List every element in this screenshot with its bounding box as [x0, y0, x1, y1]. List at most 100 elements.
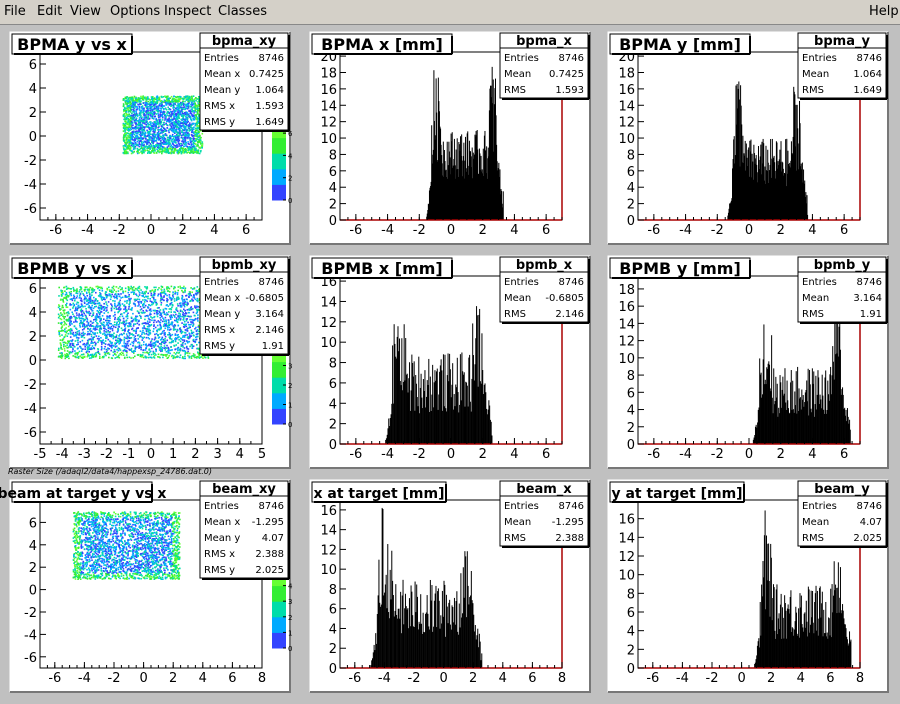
scatter-point — [88, 345, 90, 347]
scatter-point — [150, 131, 152, 133]
scatter-point — [166, 100, 168, 102]
scatter-point — [69, 292, 71, 294]
scatter-point — [141, 143, 143, 145]
scatter-point — [166, 141, 168, 143]
scatter-point — [154, 106, 156, 108]
menu-help[interactable]: Help — [869, 4, 899, 19]
stats-value: 8746 — [857, 53, 882, 64]
scatter-point — [128, 294, 130, 296]
scatter-point — [183, 113, 185, 115]
y-tick-label: 4 — [29, 82, 37, 97]
scatter-point — [155, 144, 157, 146]
scatter-point — [182, 100, 184, 102]
menu-edit[interactable]: Edit — [37, 4, 62, 19]
scatter-point — [72, 307, 74, 309]
scatter-point — [103, 322, 105, 324]
menu-inspect[interactable]: Inspect — [164, 4, 211, 19]
scatter-point — [170, 111, 172, 113]
scatter-point — [157, 103, 159, 105]
scatter-point — [184, 152, 186, 154]
scatter-point — [150, 316, 152, 318]
scatter-point — [168, 139, 170, 141]
scatter-point — [164, 95, 166, 97]
scatter-point — [176, 352, 178, 354]
scatter-point — [62, 307, 64, 309]
scatter-point — [164, 140, 166, 142]
scatter-point — [175, 96, 177, 98]
scatter-point — [160, 119, 162, 121]
scatter-point — [59, 352, 61, 354]
scatter-point — [180, 329, 182, 331]
scatter-point — [134, 141, 136, 143]
scatter-point — [103, 297, 105, 299]
scatter-point — [181, 287, 183, 289]
scatter-point — [170, 123, 172, 125]
scatter-point — [136, 114, 138, 116]
menu-options[interactable]: Options — [110, 4, 160, 19]
scatter-point — [135, 143, 137, 145]
scatter-point — [176, 308, 178, 310]
scatter-point — [78, 315, 80, 317]
scatter-point — [61, 319, 63, 321]
scatter-point — [91, 334, 93, 336]
scatter-point — [133, 148, 135, 150]
scatter-point — [123, 323, 125, 325]
scatter-point — [188, 151, 190, 153]
scatter-point — [118, 324, 120, 326]
scatter-point — [167, 137, 169, 139]
scatter-point — [127, 115, 129, 117]
scatter-point — [113, 351, 115, 353]
scatter-point — [146, 150, 148, 152]
scatter-point — [81, 291, 83, 293]
stats-name: bpma_xy — [212, 34, 277, 49]
scatter-point — [169, 315, 171, 317]
scatter-point — [173, 122, 175, 124]
y-tick-label: 2 — [29, 106, 37, 121]
scatter-point — [114, 314, 116, 316]
scatter-point — [192, 140, 194, 142]
scatter-point — [168, 109, 170, 111]
scatter-point — [173, 123, 175, 125]
scatter-point — [146, 333, 148, 335]
scatter-point — [84, 320, 86, 322]
scatter-point — [169, 353, 171, 355]
scatter-point — [142, 120, 144, 122]
scatter-point — [136, 133, 138, 135]
scatter-point — [148, 127, 150, 129]
stats-label: Mean x — [204, 69, 240, 80]
scatter-point — [174, 98, 176, 100]
menu-view[interactable]: View — [70, 4, 101, 19]
scatter-point — [171, 302, 173, 304]
scatter-point — [172, 111, 174, 113]
scatter-point — [166, 102, 168, 104]
scatter-point — [145, 121, 147, 123]
scatter-point — [129, 145, 131, 147]
x-tick-label: 6 — [242, 223, 250, 238]
scatter-point — [164, 151, 166, 153]
menu-file[interactable]: File — [4, 4, 26, 19]
scatter-point — [90, 342, 92, 344]
scatter-point — [59, 333, 61, 335]
scatter-point — [153, 99, 155, 101]
scatter-point — [89, 314, 91, 316]
x-tick-label: 6 — [840, 223, 848, 238]
scatter-point — [141, 108, 143, 110]
scatter-point — [184, 128, 186, 130]
scatter-point — [163, 108, 165, 110]
scatter-point — [177, 292, 179, 294]
scatter-point — [171, 127, 173, 129]
scatter-point — [197, 108, 199, 110]
scatter-point — [151, 137, 153, 139]
scatter-point — [126, 352, 128, 354]
menu-classes[interactable]: Classes — [218, 4, 267, 19]
y-tick-label: 12 — [320, 116, 337, 131]
y-tick-label: 0 — [329, 214, 337, 229]
scatter-point — [187, 120, 189, 122]
scatter-point — [177, 132, 179, 134]
scatter-point — [195, 117, 197, 119]
scatter-point — [175, 344, 177, 346]
scatter-point — [193, 353, 195, 355]
scatter-point — [166, 295, 168, 297]
